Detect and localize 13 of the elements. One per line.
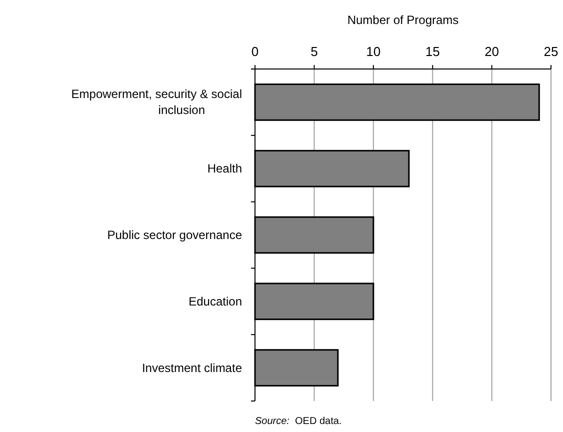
y-tick-label: Investment climate bbox=[142, 360, 242, 375]
y-tick-label: Education bbox=[188, 294, 242, 308]
y-tick-label: Health bbox=[207, 162, 242, 176]
x-tick-label: 25 bbox=[544, 44, 558, 59]
x-tick-label: 20 bbox=[484, 44, 500, 59]
x-tick-label: 10 bbox=[366, 44, 381, 59]
x-tick-label: 15 bbox=[425, 44, 440, 59]
y-tick-label: Empowerment, security & social inclusion bbox=[71, 87, 242, 118]
x-tick-label: 5 bbox=[310, 44, 318, 59]
y-tick-label: Public sector governance bbox=[107, 228, 242, 242]
source-note: Source: OED data. bbox=[255, 416, 342, 427]
x-tick-label: 0 bbox=[251, 44, 259, 59]
x-axis-title: Number of Programs bbox=[347, 13, 459, 27]
